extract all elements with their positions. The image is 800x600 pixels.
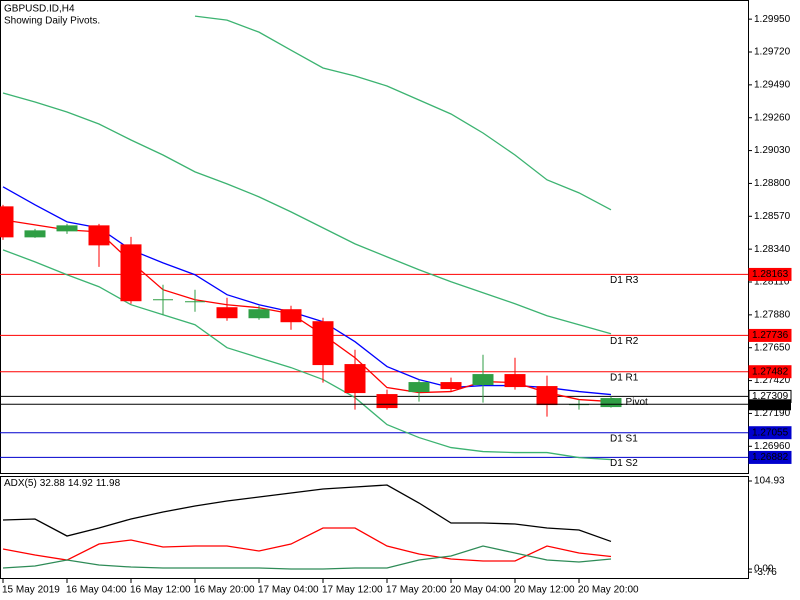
price-box-label: 1.28163 [752,269,789,280]
price-box [748,267,792,281]
indicator-line [194,15,612,211]
price-box [748,365,792,379]
candle-body [0,206,14,238]
y-tick-label: 1.29490 [754,79,791,90]
adx-panel-frame [0,476,749,579]
price-box-label: 1.27736 [752,330,789,341]
x-tick-label: 17 May 04:00 [258,585,319,596]
candle-body [440,382,462,390]
indicator-line [2,527,612,562]
candle-body [24,230,46,238]
pivot-label: D1 R2 [610,336,639,347]
indicator-line [2,484,612,543]
y-tick-label: 1.28800 [754,178,791,189]
pivot-label: D1 S2 [610,458,638,469]
candle-body [56,225,78,232]
price-box-label: 1.27055 [752,427,789,438]
indicator-line [2,249,612,461]
candle-body [120,244,142,302]
x-tick-label: 16 May 12:00 [130,585,191,596]
candle-body [504,374,526,388]
price-box [748,328,792,342]
y-tick-label: 1.28340 [754,244,791,255]
last-price-label: 1.27254 [752,399,789,410]
y-tick-label: 1.29030 [754,145,791,156]
candle-body [216,307,238,319]
y-tick-label: 0.00 [754,564,774,575]
x-tick-label: 20 May 12:00 [514,585,575,596]
candle-body [408,382,430,393]
indicator-title: ADX(5) 32.88 14.92 11.98 [4,478,121,489]
candle-body [88,225,110,246]
y-tick-label: 1.27650 [754,342,791,353]
price-box [748,450,792,464]
x-tick-label: 17 May 20:00 [386,585,447,596]
candle-body [248,309,270,319]
price-box [748,426,792,440]
x-tick-label: 16 May 20:00 [194,585,255,596]
indicator-value: 11.98 [96,478,121,489]
candle-body [280,309,302,323]
chart-subtitle: Showing Daily Pivots. [4,16,100,27]
y-tick-label: 1.26960 [754,441,791,452]
pivot-label: D1 S1 [610,433,638,444]
candle-body [600,398,622,408]
candle-body [344,364,366,394]
indicator-value: 14.92 [68,478,93,489]
candle-body [312,321,334,366]
chart-title: GBPUSD.ID,H4 [4,4,75,15]
y-tick-label: 1.27880 [754,309,791,320]
price-box-label: 1.27309 [752,391,789,402]
last-price-box [749,399,791,411]
indicator-line [2,545,612,570]
indicator-name: ADX(5) [4,478,37,489]
candle-body [376,394,398,409]
x-tick-label: 20 May 20:00 [578,585,639,596]
x-tick-label: 20 May 04:00 [450,585,511,596]
y-tick-label: 1.29720 [754,47,791,58]
pivot-label: D1 R1 [610,372,639,383]
price-box-label: 1.27482 [752,366,789,377]
candle-body [536,386,558,406]
indicator-line [2,92,612,335]
pivot-label: D1 R3 [610,275,639,286]
indicator-value: 32.88 [40,478,65,489]
y-tick-label: 104.93 [754,476,785,487]
x-tick-label: 16 May 04:00 [66,585,127,596]
candle-body [472,374,494,386]
y-tick-label: 1.27190 [754,408,791,419]
y-tick-label: 1.29950 [754,14,791,25]
y-tick-label: 1.27420 [754,375,791,386]
y-tick-label: 1.28570 [754,211,791,222]
x-tick-label: 17 May 12:00 [322,585,383,596]
y-tick-label: -3.76 [754,567,777,578]
x-tick-label: 15 May 2019 [2,585,60,596]
price-box-label: 1.26882 [752,452,789,463]
y-tick-label: 1.28110 [754,277,790,288]
pivot-label: D1 Pivot [610,397,648,408]
y-tick-label: 1.29260 [754,112,791,123]
